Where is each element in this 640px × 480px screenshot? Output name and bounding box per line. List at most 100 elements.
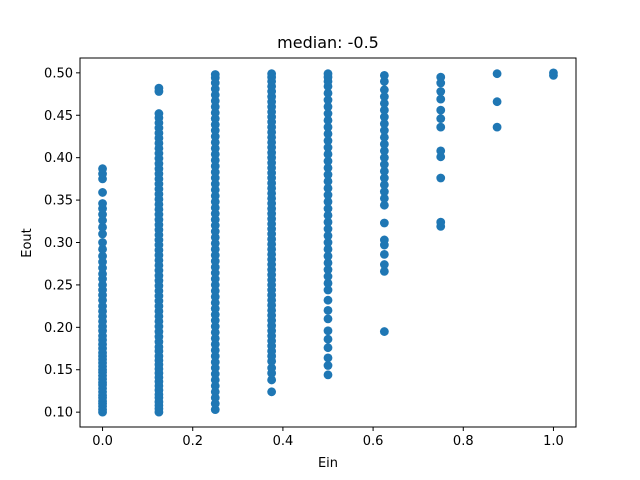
data-point (436, 146, 446, 156)
data-point (98, 164, 107, 174)
data-point (379, 146, 389, 156)
data-point (379, 112, 389, 122)
data-point (323, 343, 333, 353)
data-point (379, 153, 389, 163)
data-point (549, 68, 558, 78)
data-point (98, 222, 107, 232)
data-point (492, 122, 502, 132)
y-tick-label: 0.35 (44, 194, 73, 209)
data-point (436, 94, 446, 104)
data-point (323, 115, 333, 125)
x-tick-label: 0.6 (363, 434, 384, 449)
y-tick-label: 0.45 (44, 109, 73, 124)
data-point (98, 188, 107, 197)
data-point (379, 193, 389, 203)
data-point (323, 163, 333, 173)
data-point (379, 200, 389, 210)
data-point (323, 334, 333, 344)
data-point (323, 285, 333, 295)
data-point (323, 183, 333, 193)
x-tick-label: 1.0 (543, 434, 564, 449)
data-point (267, 375, 277, 385)
data-point (323, 361, 333, 370)
data-point (379, 70, 389, 80)
data-point (98, 229, 107, 239)
data-point (379, 173, 389, 183)
data-point (323, 370, 333, 380)
data-point (379, 98, 389, 108)
data-point (323, 177, 333, 186)
y-axis-label: Eout (20, 228, 35, 258)
y-tick-label: 0.20 (44, 321, 73, 336)
data-point (379, 105, 389, 115)
data-point (323, 149, 333, 159)
data-point (436, 105, 446, 115)
data-point (379, 187, 389, 197)
data-point (154, 83, 164, 93)
y-tick-label: 0.40 (44, 151, 73, 166)
data-point (379, 166, 389, 176)
data-point (379, 139, 389, 149)
data-point (492, 69, 502, 79)
data-point (379, 126, 389, 135)
data-point (323, 170, 333, 180)
data-point (379, 119, 389, 129)
data-point (323, 278, 333, 288)
data-points (98, 68, 558, 417)
data-point (323, 136, 333, 146)
data-point (323, 190, 333, 200)
data-point (98, 199, 107, 208)
data-point (323, 204, 333, 213)
data-point (323, 238, 333, 247)
data-point (379, 235, 389, 245)
data-point (98, 238, 107, 247)
data-point (492, 97, 502, 107)
data-point (436, 173, 446, 183)
data-point (379, 132, 389, 142)
data-point (436, 87, 446, 96)
y-tick-label: 0.10 (44, 406, 73, 421)
data-point (323, 102, 333, 112)
data-point (436, 72, 446, 82)
data-point (323, 244, 333, 254)
data-point (323, 251, 333, 261)
data-point (267, 363, 277, 373)
data-point (323, 258, 333, 268)
data-point (323, 295, 333, 305)
data-point (379, 260, 389, 269)
data-point (210, 70, 220, 79)
y-tick-label: 0.15 (44, 363, 73, 378)
data-point (379, 327, 389, 336)
data-point (436, 122, 446, 132)
data-point (323, 231, 333, 241)
data-point (323, 210, 333, 220)
data-point (267, 69, 277, 79)
x-axis-ticks: 0.0 0.2 0.4 0.6 0.8 1.0 (92, 427, 564, 449)
data-point (379, 266, 389, 276)
y-tick-label: 0.30 (44, 236, 73, 251)
data-point (379, 85, 389, 95)
data-point (323, 69, 333, 79)
data-point (154, 109, 164, 118)
data-point (323, 122, 333, 132)
data-point (379, 180, 389, 190)
data-point (379, 218, 389, 228)
chart-title: median: -0.5 (277, 33, 379, 52)
x-axis-label: Ein (318, 456, 338, 471)
data-point (436, 217, 446, 227)
data-point (323, 129, 333, 139)
plot-frame (79, 57, 577, 428)
data-point (98, 251, 107, 261)
data-point (323, 217, 333, 227)
data-point (323, 305, 333, 315)
y-axis-ticks: 0.10 0.15 0.20 0.25 0.30 0.35 0.40 0.45 0.50 (44, 66, 80, 421)
data-point (379, 160, 389, 169)
data-point (323, 109, 333, 118)
data-point (379, 92, 389, 101)
x-tick-label: 0.2 (182, 434, 203, 449)
x-tick-label: 0.4 (273, 434, 294, 449)
data-point (323, 95, 333, 105)
data-point (379, 249, 389, 259)
